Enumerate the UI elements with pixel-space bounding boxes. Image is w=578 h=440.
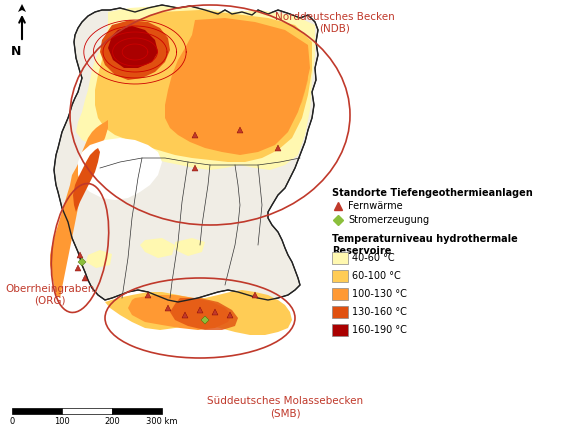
Polygon shape <box>50 120 108 298</box>
Text: Temperaturniveau hydrothermale Reservoire: Temperaturniveau hydrothermale Reservoir… <box>332 234 518 256</box>
Bar <box>332 306 348 318</box>
Polygon shape <box>76 6 315 170</box>
Text: 100: 100 <box>54 417 70 426</box>
Bar <box>112 408 162 414</box>
Polygon shape <box>78 138 162 200</box>
Polygon shape <box>170 298 238 330</box>
Polygon shape <box>165 18 310 155</box>
Bar <box>12 408 62 414</box>
Bar <box>62 408 112 414</box>
Text: 60-100 °C: 60-100 °C <box>352 271 401 281</box>
Text: 40-60 °C: 40-60 °C <box>352 253 395 263</box>
Bar <box>332 270 348 282</box>
Text: 100-130 °C: 100-130 °C <box>352 289 407 299</box>
Text: Standorte Tiefengeothermieanlagen: Standorte Tiefengeothermieanlagen <box>332 188 533 198</box>
Polygon shape <box>190 26 308 148</box>
Text: Süddeutsches Molassebecken
(SMB): Süddeutsches Molassebecken (SMB) <box>207 396 363 418</box>
Text: Oberrheingraben
(ORG): Oberrheingraben (ORG) <box>5 284 94 306</box>
Polygon shape <box>108 26 158 68</box>
Bar <box>332 288 348 300</box>
Text: 300 km: 300 km <box>146 417 178 426</box>
Text: 160-190 °C: 160-190 °C <box>352 325 407 335</box>
Text: Norddeutsches Becken
(NDB): Norddeutsches Becken (NDB) <box>275 12 395 33</box>
Text: Stromerzeugung: Stromerzeugung <box>348 215 429 225</box>
Polygon shape <box>95 10 312 162</box>
Text: N: N <box>11 45 21 58</box>
Text: 0: 0 <box>9 417 14 426</box>
Polygon shape <box>100 20 170 80</box>
Polygon shape <box>105 290 292 335</box>
Text: 130-160 °C: 130-160 °C <box>352 307 407 317</box>
Polygon shape <box>18 4 26 12</box>
Polygon shape <box>175 238 205 256</box>
Polygon shape <box>73 148 100 212</box>
Bar <box>332 252 348 264</box>
Bar <box>332 324 348 336</box>
Text: 200: 200 <box>104 417 120 426</box>
Polygon shape <box>54 5 318 302</box>
Polygon shape <box>86 250 112 268</box>
Polygon shape <box>128 295 232 330</box>
Text: Fernwärme: Fernwärme <box>348 201 403 211</box>
Polygon shape <box>140 238 175 258</box>
